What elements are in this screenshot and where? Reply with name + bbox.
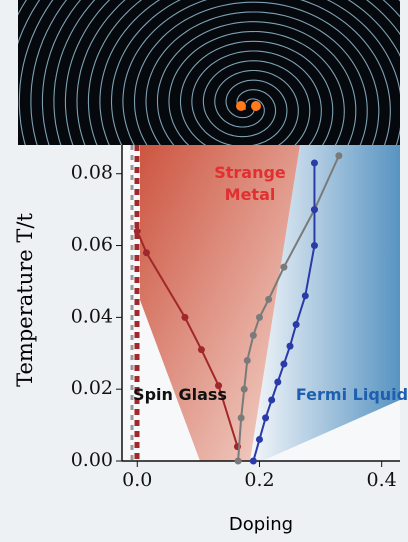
data-point (302, 292, 309, 299)
data-point (244, 357, 251, 364)
page: 0.000.020.040.060.080.00.20.4 StrangeMet… (0, 0, 408, 542)
x-tick-label: 0.0 (122, 469, 152, 491)
data-point (256, 314, 263, 321)
data-point (311, 159, 318, 166)
data-point (262, 414, 269, 421)
y-tick-label: 0.06 (71, 234, 113, 256)
data-point (274, 379, 281, 386)
data-point (280, 264, 287, 271)
data-point (143, 249, 150, 256)
data-point (265, 296, 272, 303)
data-point (238, 414, 245, 421)
data-point (134, 228, 141, 235)
x-tick-label: 0.4 (367, 469, 397, 491)
data-point (181, 314, 188, 321)
data-point (250, 332, 257, 339)
data-point (250, 458, 257, 465)
figure: 0.000.020.040.060.080.00.20.4 StrangeMet… (0, 0, 408, 542)
star (251, 101, 261, 111)
y-tick-label: 0.04 (71, 305, 113, 327)
data-point (335, 152, 342, 159)
data-point (280, 361, 287, 368)
data-point (287, 343, 294, 350)
data-point (198, 346, 205, 353)
y-axis-label: Temperature T/t (13, 213, 37, 387)
y-tick-label: 0.02 (71, 377, 113, 399)
y-tick-label: 0.08 (71, 162, 113, 184)
annotation: Spin Glass (133, 385, 227, 404)
annotation: Fermi Liquid (296, 385, 408, 404)
x-tick-label: 0.2 (244, 469, 274, 491)
data-point (311, 206, 318, 213)
data-point (293, 321, 300, 328)
x-axis-label: Doping (229, 514, 293, 535)
data-point (241, 386, 248, 393)
data-point (235, 458, 242, 465)
star (236, 101, 246, 111)
data-point (311, 242, 318, 249)
y-tick-label: 0.00 (71, 449, 113, 471)
data-point (268, 396, 275, 403)
data-point (256, 436, 263, 443)
